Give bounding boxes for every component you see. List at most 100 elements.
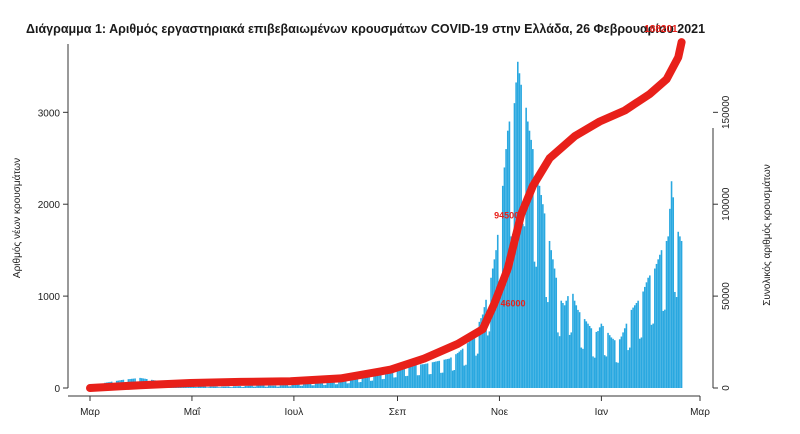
y2-tick-label: 150000	[721, 95, 732, 129]
bar	[679, 236, 681, 388]
bar	[227, 386, 230, 388]
bar	[644, 286, 646, 388]
bar	[523, 226, 526, 388]
bar	[241, 386, 243, 388]
bar	[361, 376, 364, 388]
bar	[483, 307, 486, 388]
bar	[254, 386, 257, 388]
bar	[328, 381, 330, 388]
bar	[582, 348, 584, 388]
bar	[547, 302, 549, 388]
bar	[256, 385, 258, 388]
bar	[649, 275, 651, 388]
bar	[667, 236, 669, 388]
bar	[303, 383, 305, 388]
bar	[498, 295, 501, 388]
bar	[346, 383, 349, 388]
bar	[520, 84, 522, 388]
bar	[318, 382, 320, 388]
bar	[226, 386, 228, 388]
bar	[618, 339, 621, 388]
bar	[461, 348, 464, 388]
bar	[284, 385, 287, 388]
bar	[440, 372, 442, 388]
bar	[550, 250, 553, 388]
bar	[269, 385, 272, 388]
bar	[565, 300, 568, 388]
x-tick-label: Νοε	[491, 407, 509, 418]
bar	[299, 385, 302, 388]
bar	[381, 379, 384, 388]
bar	[622, 332, 624, 388]
bar	[416, 375, 419, 388]
bar	[575, 305, 578, 388]
bar	[209, 386, 212, 388]
bar	[349, 378, 352, 388]
bar	[567, 296, 569, 388]
bar	[674, 291, 676, 388]
bar	[585, 321, 588, 388]
annotation-label: 46000	[500, 298, 525, 308]
bar	[605, 356, 608, 388]
bar	[645, 282, 648, 388]
bar	[411, 365, 414, 388]
bar	[441, 372, 444, 388]
bar	[522, 223, 524, 388]
bar	[451, 370, 454, 388]
bar	[410, 365, 412, 388]
bar	[231, 387, 233, 388]
y-axis-title: Αριθμός νέων κρουσμάτων	[11, 158, 23, 278]
bar	[630, 309, 633, 388]
bar	[252, 386, 255, 388]
bar	[338, 380, 340, 388]
x-tick-label: Μαρ	[80, 407, 100, 418]
y2-tick-label: 50000	[721, 282, 732, 310]
bar	[306, 383, 309, 388]
bar	[279, 385, 282, 388]
bar	[207, 387, 210, 388]
bar	[471, 335, 474, 388]
bar	[533, 261, 536, 388]
bar	[378, 372, 380, 388]
bar	[219, 387, 222, 388]
bar	[401, 367, 404, 388]
bar	[371, 380, 374, 388]
bar	[308, 383, 310, 388]
bar	[680, 240, 683, 388]
bar	[239, 386, 242, 388]
bar	[236, 386, 238, 388]
bar	[540, 195, 542, 388]
bar	[413, 365, 415, 388]
bar	[659, 254, 661, 388]
bar	[664, 309, 666, 388]
bar	[543, 213, 546, 388]
bar	[314, 382, 317, 388]
bar	[466, 343, 469, 388]
bar	[608, 335, 611, 388]
bar	[364, 376, 367, 388]
bar	[436, 361, 439, 388]
bar	[445, 359, 447, 388]
bar	[319, 382, 322, 388]
bar	[301, 385, 303, 388]
bar	[191, 386, 193, 388]
bar	[590, 328, 593, 388]
bar	[548, 240, 551, 388]
bar	[592, 356, 594, 388]
bar	[433, 361, 436, 388]
bar	[468, 340, 471, 388]
bar	[557, 332, 559, 388]
bar	[278, 386, 280, 388]
bar	[353, 378, 355, 388]
bar	[458, 351, 461, 388]
bar	[311, 385, 314, 388]
bar	[637, 300, 639, 388]
bar	[217, 387, 220, 388]
bar	[632, 307, 634, 388]
bar	[331, 381, 334, 388]
bar	[420, 364, 422, 388]
axis-labels: 0 1000 2000 3000 0 50000 100000 150000 Μαρ Μαΐ Ιου…	[11, 24, 773, 418]
bar	[639, 338, 641, 388]
bar	[383, 378, 385, 388]
bar	[595, 331, 598, 388]
